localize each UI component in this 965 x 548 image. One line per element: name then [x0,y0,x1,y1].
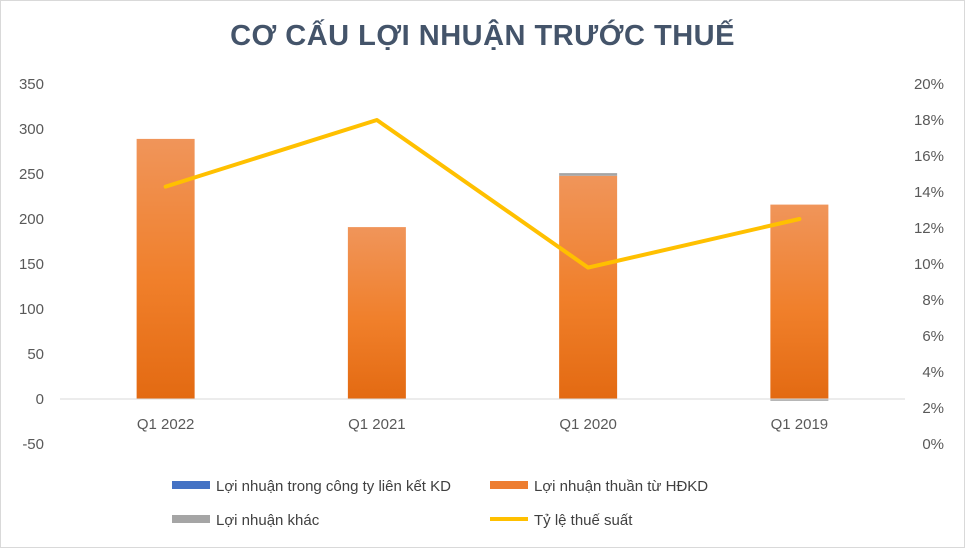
left-tick-label: 250 [19,166,44,183]
right-tick-label: 16% [914,148,944,165]
right-tick-label: 0% [922,436,944,453]
bar-2-4 [770,204,829,399]
legend-swatch [172,515,210,523]
bar-2-3 [559,175,618,399]
legend-swatch [172,481,210,489]
right-tick-label: 2% [922,400,944,417]
legend-label: Tỷ lệ thuế suất [534,512,633,529]
right-tick-label: 10% [914,256,944,273]
right-tick-label: 12% [914,220,944,237]
right-axis-ticks: 0% 2% 4% 6% 8% 10% 12% 14% 16% 18% 20% [914,76,944,453]
left-axis-ticks: -50 0 50 100 150 200 250 300 350 [19,76,44,453]
bar-2-2 [347,227,406,399]
category-label: Q1 2022 [137,416,195,433]
legend-label: Lợi nhuận thuần từ HĐKD [534,478,708,495]
line-point [375,118,379,122]
left-tick-label: -50 [22,436,44,453]
line-point [586,266,590,270]
line-point [164,185,168,189]
line-point [797,217,801,221]
right-tick-label: 20% [914,76,944,93]
left-tick-label: 0 [36,391,44,408]
right-tick-label: 4% [922,364,944,381]
line-tax-rate [163,118,802,270]
bar-series [136,138,829,401]
category-label: Q1 2021 [348,416,406,433]
category-label: Q1 2019 [771,416,829,433]
chart-title: CƠ CẤU LỢI NHUẬN TRƯỚC THUẾ [230,20,735,52]
right-tick-label: 14% [914,184,944,201]
left-tick-label: 350 [19,76,44,93]
right-tick-label: 8% [922,292,944,309]
legend-label: Lợi nhuận khác [216,512,320,529]
left-tick-label: 100 [19,301,44,318]
left-tick-label: 50 [27,346,44,363]
category-labels: Q1 2022 Q1 2021 Q1 2020 Q1 2019 [137,416,828,433]
line-series [163,118,802,270]
left-tick-label: 300 [19,121,44,138]
bar-2-1 [136,138,195,399]
right-tick-label: 6% [922,328,944,345]
category-label: Q1 2020 [559,416,617,433]
bar-3-3 [559,173,618,176]
bar-3-4 [770,399,829,401]
right-tick-label: 18% [914,112,944,129]
legend-label: Lợi nhuận trong công ty liên kết KD [216,478,451,495]
left-tick-label: 150 [19,256,44,273]
left-tick-label: 200 [19,211,44,228]
legend: Lợi nhuận trong công ty liên kết KD Lợi n… [172,478,708,529]
legend-swatch [490,481,528,489]
